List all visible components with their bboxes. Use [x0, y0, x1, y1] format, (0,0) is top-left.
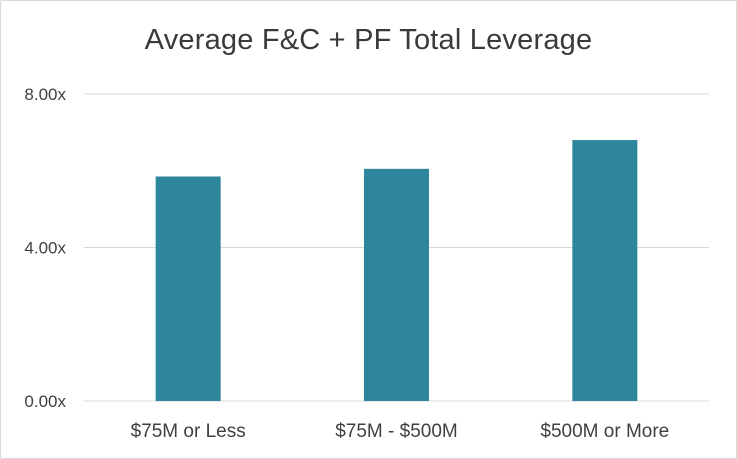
x-category-label: $75M or Less	[131, 421, 246, 442]
chart-title: Average F&C + PF Total Leverage	[144, 24, 593, 56]
bar-0	[155, 176, 221, 401]
bars	[155, 140, 638, 402]
x-axis-category-labels: $75M or Less $75M - $500M $500M or More	[131, 421, 670, 442]
x-category-label: $500M or More	[540, 421, 669, 442]
bar-2	[572, 140, 638, 402]
y-tick-label: 4.00x	[24, 239, 66, 258]
y-axis-tick-labels: 0.00x 4.00x 8.00x	[24, 85, 66, 411]
y-tick-label: 8.00x	[24, 85, 66, 104]
x-category-label: $75M - $500M	[335, 421, 458, 442]
bar-1	[364, 168, 429, 401]
y-tick-label: 0.00x	[24, 392, 66, 411]
